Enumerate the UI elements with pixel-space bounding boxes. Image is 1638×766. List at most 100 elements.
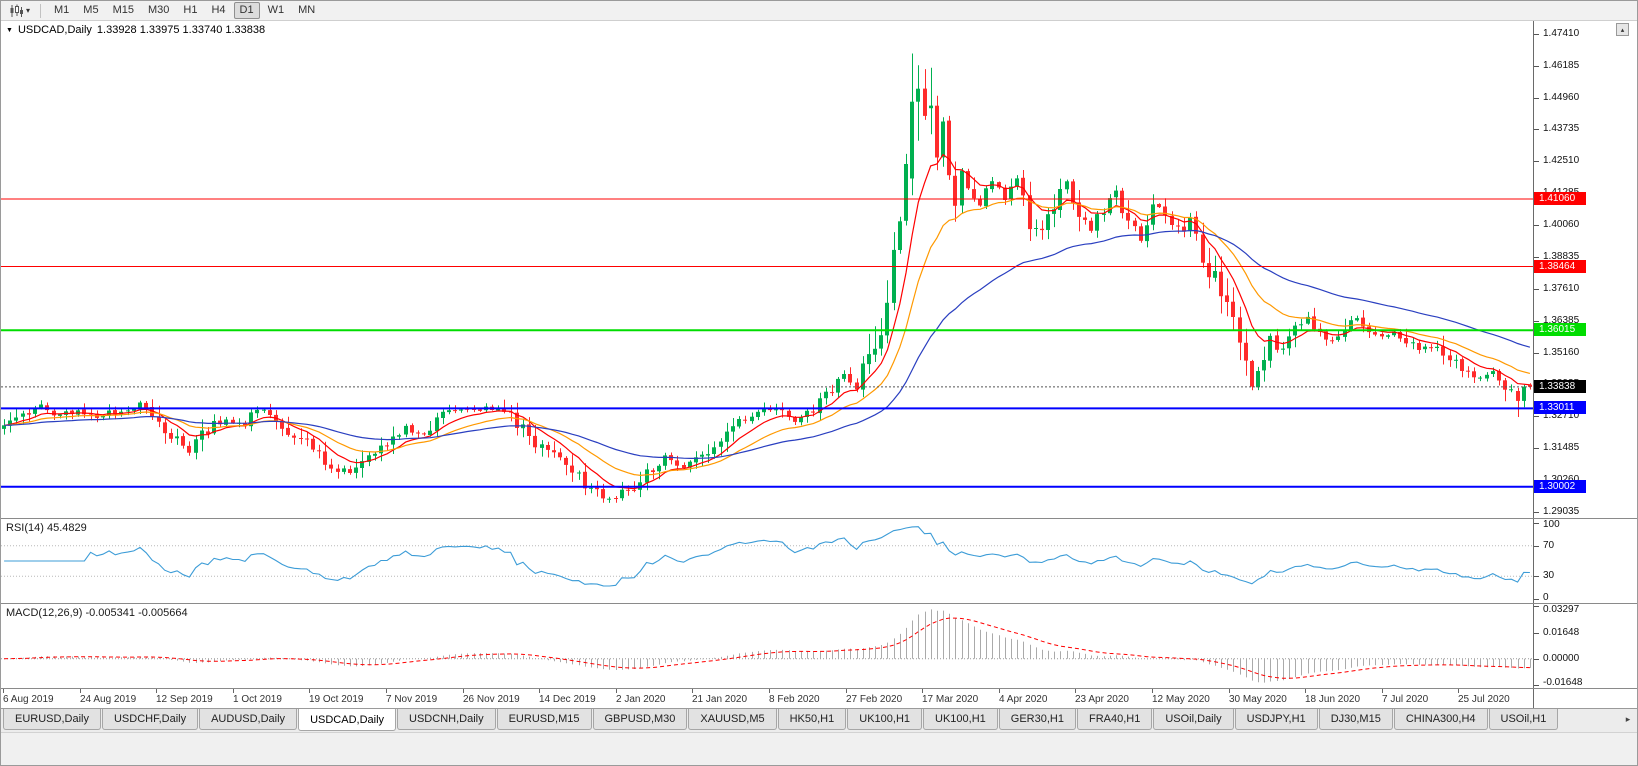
caret-down-icon: ▼ [6,26,13,34]
candle-body [1386,335,1390,337]
candle-body [1435,346,1439,348]
tab-scroll-right-button[interactable]: ▸ [1619,709,1637,730]
candle-body [818,398,822,414]
macd-tick-dash [1534,659,1539,660]
timeframe-button-m15[interactable]: M15 [112,4,134,16]
tab-label: UK100,H1 [859,713,911,725]
macd-signal-line [4,617,1530,679]
chart-tab-EURUSD-M15[interactable]: EURUSD,M15 [496,709,592,730]
time-axis-label: 8 Feb 2020 [769,694,820,705]
candle-body [719,441,723,447]
moving-average-line [4,153,1530,490]
chart-tab-GBPUSD-M30[interactable]: GBPUSD,M30 [592,709,688,730]
rsi-plot[interactable]: RSI(14) 45.4829 [1,519,1533,603]
candle-body [70,410,74,414]
chart-tab-HK50-H1[interactable]: HK50,H1 [777,709,847,730]
price-tick-label: 1.35160 [1543,347,1580,358]
timeframe-button-m5[interactable]: M5 [83,4,99,16]
candle-body [268,410,272,415]
macd-plot[interactable]: MACD(12,26,9) -0.005341 -0.005664 [1,604,1533,688]
candle-body [805,410,809,417]
time-axis-label: 19 Oct 2019 [309,694,364,705]
timeframe-button-m30[interactable]: M30 [147,4,170,16]
candle-body [317,450,321,452]
time-axis-label: 14 Dec 2019 [539,694,596,705]
candle-body [1231,301,1235,317]
rsi-canvas[interactable] [1,519,1533,603]
chart-tab-EURUSD-Daily[interactable]: EURUSD,Daily [3,709,101,730]
time-axis-label: 12 May 2020 [1152,694,1210,705]
timeframe-button-m1[interactable]: M1 [54,4,70,16]
candle-body [175,436,179,439]
timeframe-toolbar-row: ▾ M1 M5 M15 M30 H1 H4 D1 W1 MN [1,1,1637,21]
chart-tab-USOil-Daily[interactable]: USOil,Daily [1153,709,1234,730]
chart-tab-CHINA300-H4[interactable]: CHINA300,H4 [1393,709,1488,730]
candle-body [14,417,18,421]
candle-body [206,431,210,435]
timeframe-button-h1[interactable]: H1 [183,4,198,16]
candle-body [1133,220,1137,227]
chart-tab-USDCAD-Daily[interactable]: USDCAD,Daily [298,709,397,731]
candle-body [978,199,982,206]
macd-axis[interactable]: 0.03297 0.01648 0.00000 -0.01648 [1533,604,1637,688]
candle-body [1139,226,1143,241]
candle-body [441,411,445,418]
candle-body [311,438,315,450]
chart-tab-FRA40-H1[interactable]: FRA40,H1 [1076,709,1153,730]
chart-type-button[interactable]: ▾ [5,2,34,20]
time-axis-label: 24 Aug 2019 [80,694,137,705]
candle-body [1170,215,1174,225]
time-axis[interactable]: 6 Aug 2019 24 Aug 2019 12 Sep 2019 1 Oct 20… [1,689,1533,708]
timeframe-button-w1[interactable]: W1 [267,4,285,16]
chart-tab-GER30-H1[interactable]: GER30,H1 [998,709,1076,730]
chart-tab-USDJPY-H1[interactable]: USDJPY,H1 [1234,709,1318,730]
chart-tab-UK100-H1[interactable]: UK100,H1 [847,709,923,730]
candle-body [348,469,352,473]
candle-body [1281,348,1285,350]
time-axis-tick [539,689,540,693]
candle-body [570,465,574,473]
time-axis-tick [1075,689,1076,693]
rsi-axis[interactable]: 100 70 30 0 [1533,519,1637,603]
candle-body [1145,225,1149,242]
timeframe-button-mn[interactable]: MN [298,4,316,16]
chart-tab-USOil-H1[interactable]: USOil,H1 [1488,709,1559,730]
time-axis-tick [616,689,617,693]
rsi-indicator-label: RSI(14) 45.4829 [6,522,87,534]
candle-body [1411,342,1415,344]
price-tick-label: 1.29035 [1543,506,1580,517]
candle-body [2,425,6,429]
chart-tab-XAUUSD-M5[interactable]: XAUUSD,M5 [688,709,777,730]
candle-body [169,433,173,439]
scroll-to-end-button[interactable]: ▴ [1616,23,1629,36]
main-chart-canvas[interactable] [1,21,1533,518]
time-axis-tick [309,689,310,693]
chart-tab-USDCHF-Daily[interactable]: USDCHF,Daily [101,709,199,730]
candle-body [546,445,550,450]
candle-body [540,444,544,448]
chart-tab-UK100-H1[interactable]: UK100,H1 [923,709,998,730]
candle-body [1306,316,1310,324]
candle-body [558,452,562,458]
main-chart-plot[interactable]: ▼ USDCAD,Daily 1.33928 1.33975 1.33740 1… [1,21,1533,518]
rsi-tick-dash [1534,523,1539,524]
time-axis-label: 18 Jun 2020 [1305,694,1361,705]
price-tick-dash [1534,321,1539,322]
chart-tab-USDCNH-Daily[interactable]: USDCNH,Daily [397,709,496,730]
candle-body [1095,214,1099,231]
chart-tab-DJ30-M15[interactable]: DJ30,M15 [1318,709,1393,730]
candle-body [1256,371,1260,388]
timeframe-button-d1[interactable]: D1 [233,2,260,19]
chart-ohlc-values: 1.33928 1.33975 1.33740 1.33838 [96,24,266,36]
macd-canvas[interactable] [1,604,1533,688]
chart-tab-AUDUSD-Daily[interactable]: AUDUSD,Daily [199,709,298,730]
tab-label: HK50,H1 [789,713,835,725]
timeframe-button-h4[interactable]: H4 [211,4,226,16]
candle-body [305,438,309,440]
candle-body [323,451,327,465]
main-price-axis[interactable]: ▴ 1.47410 1.46185 1.44960 1.43735 1.42510 1.4… [1533,21,1637,518]
candle-body [422,433,426,435]
candle-body [1009,186,1013,200]
time-axis-label: 23 Apr 2020 [1075,694,1129,705]
time-axis-label: 7 Jul 2020 [1382,694,1429,705]
